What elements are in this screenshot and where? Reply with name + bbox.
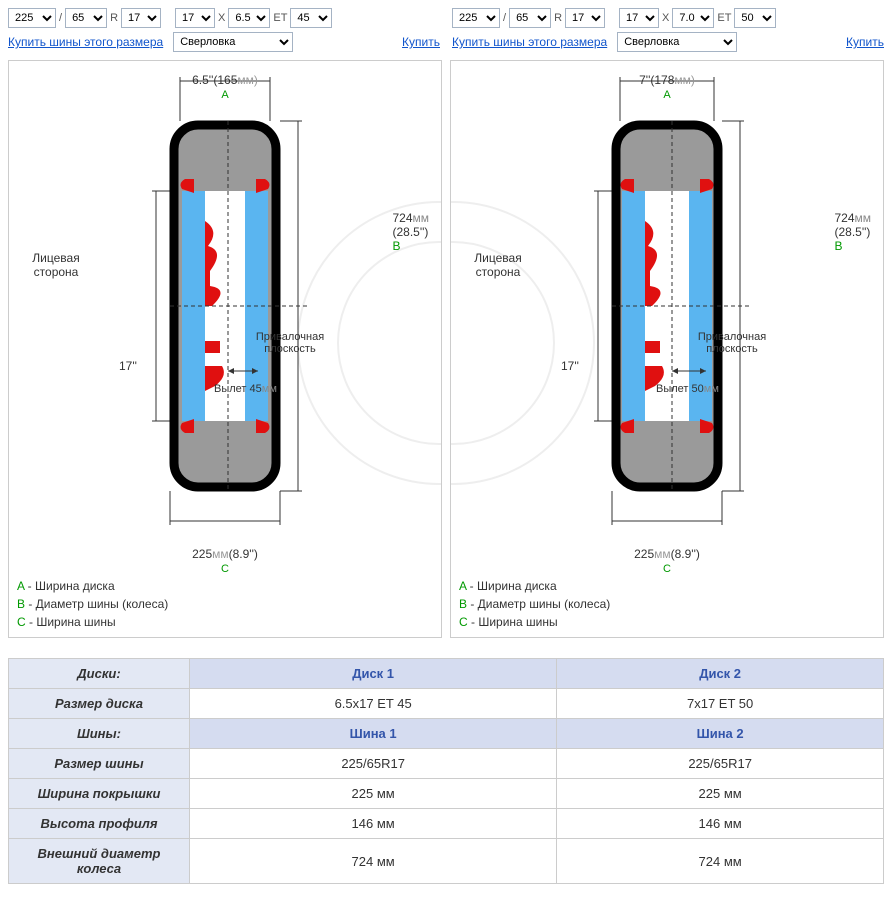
mount-label: Привалочная плоскость [687, 331, 777, 355]
rim-label: 17'' [561, 359, 579, 373]
tire1-diameter: 724 мм [190, 839, 557, 884]
tire2-header: Шина 2 [557, 719, 884, 749]
buy-tires-link[interactable]: Купить шины этого размера [452, 35, 607, 49]
pcd-select[interactable]: Сверловка [173, 32, 293, 52]
config-2: 225 / 65 R 17 17 X 7.0 ET 50 [452, 8, 884, 28]
disks-header: Диски: [9, 659, 190, 689]
tire-cross-section [572, 71, 762, 541]
bottom-dimension: 225мм(8.9'')C [192, 547, 258, 575]
bottom-dimension: 225мм(8.9'')C [634, 547, 700, 575]
tire-cross-section [130, 71, 320, 541]
disk1-header: Диск 1 [190, 659, 557, 689]
rim-label: 17'' [119, 359, 137, 373]
tires-header: Шины: [9, 719, 190, 749]
linkrow-2: Купить шины этого размера Сверловка Купи… [452, 32, 884, 52]
buy-button[interactable]: Купить [402, 35, 440, 49]
right-dimension: 724мм(28.5'')B [392, 211, 429, 253]
offset-label: Вылет 50мм [656, 383, 719, 395]
offset-select[interactable]: 45 [290, 8, 332, 28]
tire-width-select[interactable]: 225 [452, 8, 500, 28]
x-label: X [662, 12, 669, 24]
rim-width-select[interactable]: 7.0 [672, 8, 714, 28]
offset-label: Вылет 45мм [214, 383, 277, 395]
r-label: R [110, 12, 118, 24]
slash: / [59, 12, 62, 24]
tire-profile-select[interactable]: 65 [509, 8, 551, 28]
tire-profile-select[interactable]: 65 [65, 8, 107, 28]
offset-select[interactable]: 50 [734, 8, 776, 28]
legend: A - Ширина диска B - Диаметр шины (колес… [17, 577, 168, 631]
tire-width-label: Ширина покрышки [9, 779, 190, 809]
profile-height-label: Высота профиля [9, 809, 190, 839]
rim-diameter-select[interactable]: 17 [121, 8, 161, 28]
link-row: Купить шины этого размера Сверловка Купи… [8, 32, 884, 52]
tire1-profile: 146 мм [190, 809, 557, 839]
linkrow-1: Купить шины этого размера Сверловка Купи… [8, 32, 440, 52]
mount-label: Привалочная плоскость [245, 331, 335, 355]
et-label: ET [273, 12, 287, 24]
tire-width-select[interactable]: 225 [8, 8, 56, 28]
top-dimension: 6.5''(165мм)A [192, 73, 258, 101]
pcd-select[interactable]: Сверловка [617, 32, 737, 52]
config-1: 225 / 65 R 17 17 X 6.5 ET 45 [8, 8, 440, 28]
comparison-table: Диски:Диск 1Диск 2 Размер диска6.5x17 ET… [8, 658, 884, 884]
tire1-width: 225 мм [190, 779, 557, 809]
tire2-diameter: 724 мм [557, 839, 884, 884]
diagram-1: 6.5''(165мм)A 724мм(28.5'')B 225мм(8.9''… [8, 60, 442, 638]
rim2-select[interactable]: 17 [619, 8, 659, 28]
slash: / [503, 12, 506, 24]
top-dimension: 7''(178мм)A [639, 73, 695, 101]
disk2-header: Диск 2 [557, 659, 884, 689]
tire2-width: 225 мм [557, 779, 884, 809]
et-label: ET [717, 12, 731, 24]
diagram-2: 7''(178мм)A 724мм(28.5'')B 225мм(8.9'')C… [450, 60, 884, 638]
diagrams: 6.5''(165мм)A 724мм(28.5'')B 225мм(8.9''… [8, 60, 884, 638]
face-label: Лицевая сторона [463, 251, 533, 279]
right-dimension: 724мм(28.5'')B [834, 211, 871, 253]
x-label: X [218, 12, 225, 24]
buy-button[interactable]: Купить [846, 35, 884, 49]
rim-width-select[interactable]: 6.5 [228, 8, 270, 28]
buy-tires-link[interactable]: Купить шины этого размера [8, 35, 163, 49]
tire1-header: Шина 1 [190, 719, 557, 749]
tire2-profile: 146 мм [557, 809, 884, 839]
config-row: 225 / 65 R 17 17 X 6.5 ET 45 225 / 65 R … [8, 8, 884, 28]
disk2-size: 7x17 ET 50 [557, 689, 884, 719]
tire2-size: 225/65R17 [557, 749, 884, 779]
outer-diameter-label: Внешний диаметр колеса [9, 839, 190, 884]
rim-diameter-select[interactable]: 17 [565, 8, 605, 28]
face-label: Лицевая сторона [21, 251, 91, 279]
disk1-size: 6.5x17 ET 45 [190, 689, 557, 719]
disk-size-label: Размер диска [9, 689, 190, 719]
r-label: R [554, 12, 562, 24]
tire1-size: 225/65R17 [190, 749, 557, 779]
tire-size-label: Размер шины [9, 749, 190, 779]
rim2-select[interactable]: 17 [175, 8, 215, 28]
legend: A - Ширина диска B - Диаметр шины (колес… [459, 577, 610, 631]
